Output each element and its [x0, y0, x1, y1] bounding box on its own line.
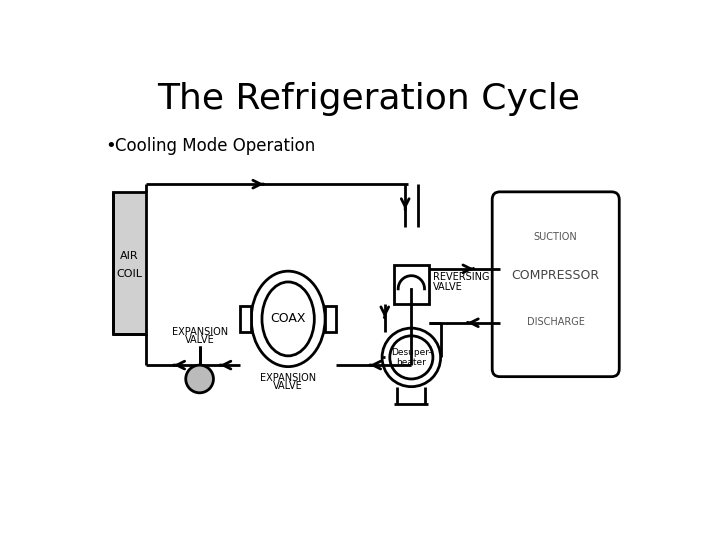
Text: The Refrigeration Cycle: The Refrigeration Cycle — [158, 83, 580, 117]
Text: EXPANSION: EXPANSION — [171, 327, 228, 337]
Ellipse shape — [251, 271, 325, 367]
Bar — [394, 265, 428, 303]
Text: Desuper-: Desuper- — [391, 348, 432, 356]
Bar — [240, 306, 251, 332]
Text: COIL: COIL — [117, 269, 143, 280]
Text: DISCHARGE: DISCHARGE — [527, 316, 585, 327]
Bar — [113, 192, 145, 334]
FancyBboxPatch shape — [492, 192, 619, 377]
Text: REVERSING: REVERSING — [433, 272, 489, 281]
Text: Cooling Mode Operation: Cooling Mode Operation — [115, 137, 315, 154]
Text: COAX: COAX — [271, 313, 306, 326]
Ellipse shape — [262, 282, 315, 356]
Text: COMPRESSOR: COMPRESSOR — [512, 269, 600, 282]
Circle shape — [390, 336, 433, 379]
Text: VALVE: VALVE — [433, 281, 462, 292]
Bar — [325, 306, 336, 332]
Circle shape — [382, 328, 441, 387]
Text: •: • — [106, 137, 117, 154]
Text: SUCTION: SUCTION — [534, 232, 577, 242]
Text: VALVE: VALVE — [274, 381, 303, 391]
Text: VALVE: VALVE — [185, 335, 215, 346]
Text: AIR: AIR — [120, 251, 139, 261]
Text: EXPANSION: EXPANSION — [260, 373, 316, 383]
Circle shape — [186, 365, 213, 393]
Text: heater: heater — [397, 357, 426, 367]
